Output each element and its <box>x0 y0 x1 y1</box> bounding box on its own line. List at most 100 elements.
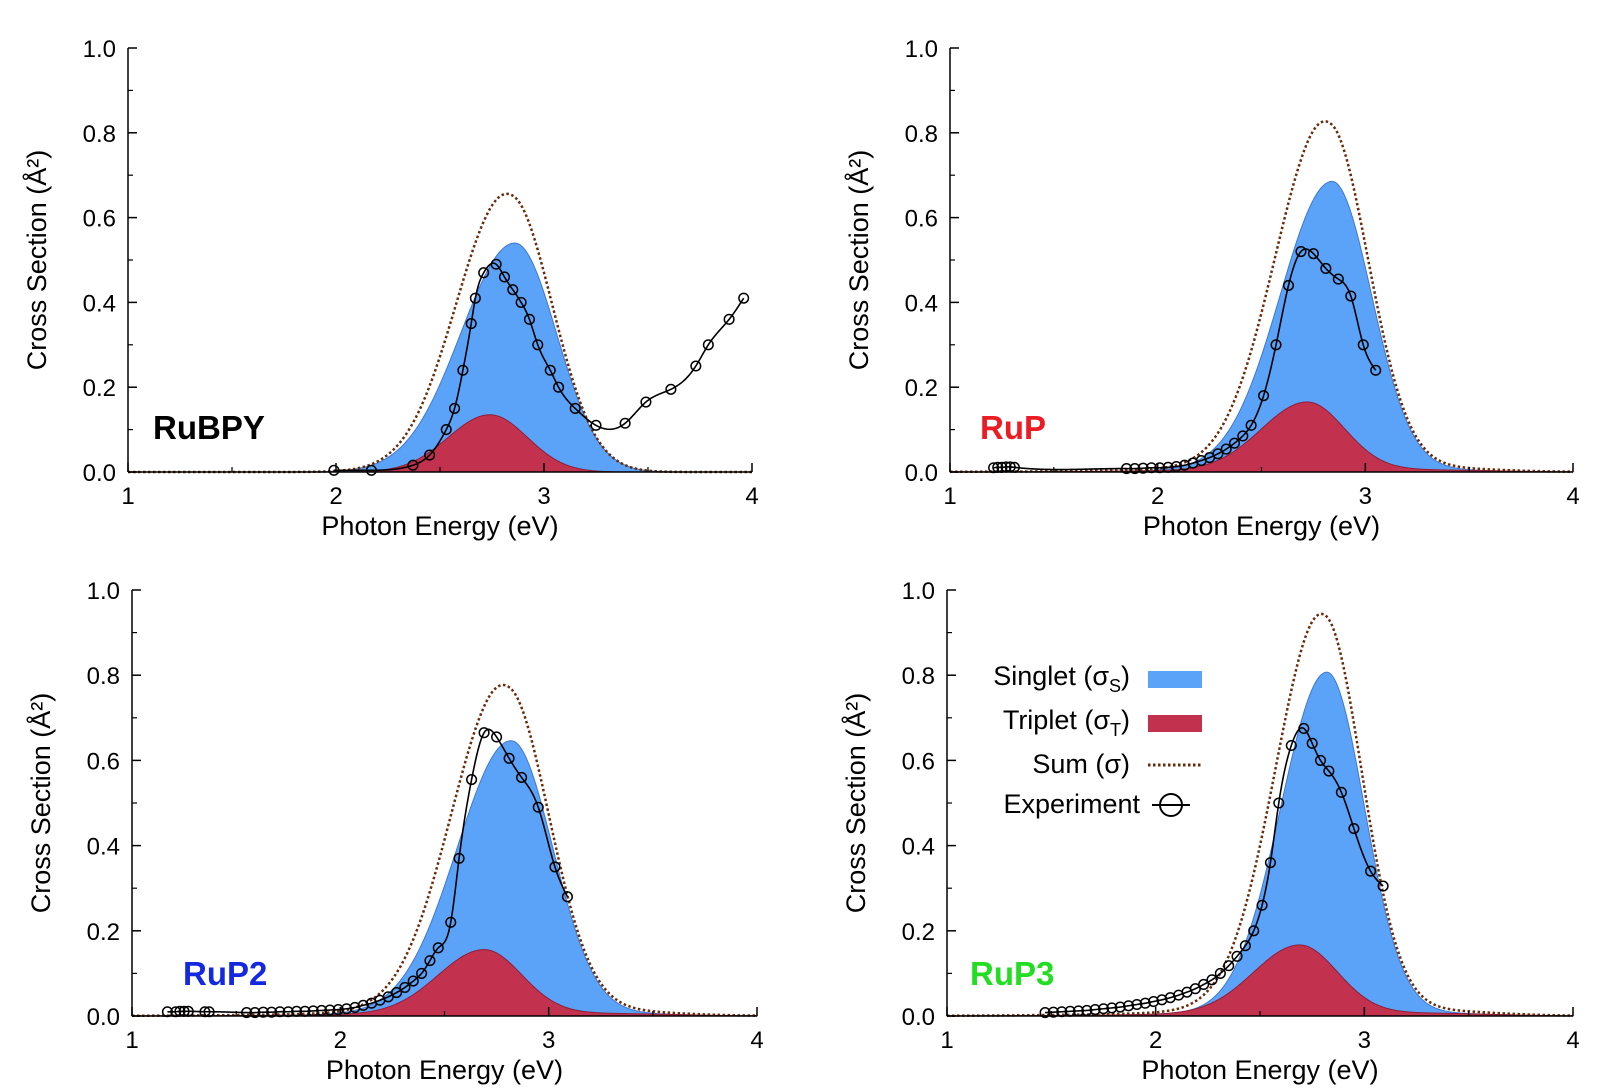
experiment-point <box>1137 462 1149 474</box>
experiment-point <box>1039 1007 1051 1019</box>
experiment-point <box>449 402 461 414</box>
experiment-point <box>549 861 561 873</box>
experiment-point <box>1335 786 1347 798</box>
y-axis-title: Cross Section (Å²) <box>21 150 52 371</box>
y-tick-label: 0.2 <box>902 919 935 946</box>
y-tick-label: 0.6 <box>87 748 120 775</box>
experiment-point <box>1357 339 1369 351</box>
experiment-point <box>453 852 465 864</box>
x-tick-label: 4 <box>1566 483 1579 510</box>
experiment-point <box>241 1007 253 1019</box>
y-tick-label: 0.6 <box>905 206 938 233</box>
y-tick-label: 0.4 <box>905 290 938 317</box>
y-tick-label: 0.2 <box>905 375 938 402</box>
experiment-point <box>619 417 631 429</box>
x-tick-label: 4 <box>750 1027 763 1054</box>
experiment-point <box>1106 1002 1118 1014</box>
experiment-line <box>993 248 1377 471</box>
experiment-point <box>365 464 377 476</box>
legend-singlet-swatch <box>1148 671 1202 688</box>
experiment-point <box>424 449 436 461</box>
experiment-point <box>440 424 452 436</box>
experiment-point <box>1348 823 1360 835</box>
experiment-point <box>1270 339 1282 351</box>
y-tick-label: 0.2 <box>83 375 116 402</box>
y-tick-label: 1.0 <box>83 36 116 63</box>
experiment-point <box>590 419 602 431</box>
experiment-point <box>1122 1000 1135 1012</box>
experiment-point <box>1282 279 1295 291</box>
legend: Singlet (σS) Triplet (σT) Sum (σ) Experi… <box>993 661 1202 819</box>
experiment-point <box>1114 1001 1126 1013</box>
molecule-label: RuP <box>980 409 1046 446</box>
x-tick-label: 3 <box>1358 1027 1371 1054</box>
experiment-point <box>1370 364 1382 376</box>
experiment-point <box>523 313 535 325</box>
experiment-point <box>1332 273 1344 285</box>
experiment-point <box>407 975 419 987</box>
experiment-point <box>324 1004 336 1016</box>
experiment-point <box>266 1006 278 1018</box>
experiment-point <box>1206 974 1218 986</box>
y-tick-label: 0.6 <box>902 748 935 775</box>
experiment-point <box>407 459 419 471</box>
experiment-point <box>1245 419 1257 431</box>
experiment-point <box>507 284 519 296</box>
y-tick-label: 0.4 <box>83 290 116 317</box>
experiment-point <box>553 381 565 393</box>
experiment-point <box>640 396 652 408</box>
experiment-point <box>1231 950 1243 962</box>
experiment-point <box>1139 997 1151 1009</box>
y-tick-label: 1.0 <box>902 578 935 605</box>
panel-rup: 0.0 0.2 0.4 0.6 0.8 1.0 1 2 3 4 Photon Energy (eV)… <box>843 36 1580 541</box>
y-tick-label: 0.8 <box>902 663 935 690</box>
experiment-point <box>478 727 490 739</box>
x-axis-title: Photon Energy (eV) <box>321 511 558 541</box>
experiment-point <box>1212 448 1224 460</box>
experiment-point <box>491 731 503 743</box>
experiment-point <box>1306 737 1318 749</box>
x-tick-label: 1 <box>121 483 134 510</box>
experiment-point <box>432 942 444 954</box>
experiment-point <box>399 981 411 994</box>
experiment-point <box>1295 245 1307 258</box>
experiment-point <box>1228 437 1241 449</box>
experiment-point <box>1198 978 1210 991</box>
panel-rup3: 0.0 0.2 0.4 0.6 0.8 1.0 1 2 3 4 Photon Energy (eV)… <box>840 578 1580 1085</box>
experiment-point <box>466 774 478 786</box>
experiment-point <box>249 1007 261 1019</box>
experiment-point <box>1345 290 1357 302</box>
experiment-point <box>1129 463 1141 475</box>
x-tick-label: 2 <box>329 483 342 510</box>
panel-rup2: 0.0 0.2 0.4 0.6 0.8 1.0 1 2 3 4 Photon Energy (eV)… <box>25 578 764 1085</box>
experiment-point <box>341 1003 353 1015</box>
experiment-point <box>1285 739 1297 752</box>
experiment-point <box>723 313 735 325</box>
molecule-label: RuP3 <box>970 955 1054 992</box>
y-tick-label: 0.8 <box>83 121 116 148</box>
experiment-point <box>1314 754 1327 766</box>
legend-triplet-label: Triplet (σT) <box>1003 705 1130 740</box>
experiment-point <box>332 1004 344 1016</box>
experiment-point <box>1256 899 1268 911</box>
experiment-point <box>738 292 750 304</box>
y-tick-label: 0.6 <box>83 206 116 233</box>
experiment-point <box>702 339 714 351</box>
experiment-point <box>498 271 511 283</box>
y-axis-title: Cross Section (Å²) <box>25 693 56 914</box>
legend-singlet-label: Singlet (σS) <box>993 661 1130 696</box>
x-tick-label: 3 <box>537 483 550 510</box>
experiment-point <box>1248 925 1260 937</box>
x-tick-label: 2 <box>1149 1027 1162 1054</box>
molecule-label: RuP2 <box>183 955 267 992</box>
experiment-point <box>1089 1004 1101 1016</box>
experiment-point <box>465 318 477 330</box>
experiment-point <box>357 999 369 1011</box>
experiment-point <box>515 296 527 308</box>
sum-line <box>128 192 752 474</box>
y-tick-label: 0.8 <box>87 663 120 690</box>
y-tick-label: 1.0 <box>87 578 120 605</box>
x-tick-label: 4 <box>745 483 758 510</box>
experiment-point <box>544 364 556 376</box>
experiment-point <box>1258 390 1270 402</box>
